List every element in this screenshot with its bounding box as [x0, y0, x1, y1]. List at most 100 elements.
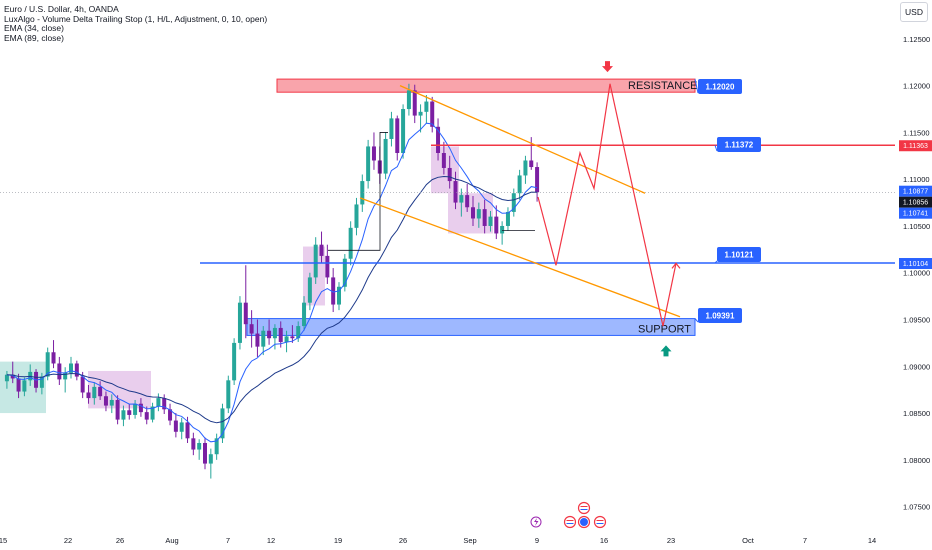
flag-stripe-icon — [596, 523, 604, 524]
candle-body — [366, 146, 371, 182]
candle-body — [529, 160, 534, 168]
candle-body — [92, 386, 97, 399]
candle-body — [523, 160, 528, 176]
channel-lower-line[interactable] — [359, 197, 681, 318]
candle-body — [168, 409, 173, 421]
flag-stripe-icon — [580, 506, 588, 507]
price-badge-text: 1.10877 — [903, 189, 928, 196]
trailing-stop-line — [328, 132, 388, 251]
x-tick-label: 7 — [803, 536, 807, 545]
candle-body — [348, 227, 353, 259]
candle-body — [494, 216, 499, 234]
candle-body — [284, 336, 289, 342]
candle-body — [74, 363, 79, 377]
candle-body — [197, 443, 202, 450]
candle-body — [488, 216, 493, 226]
y-tick-label: 1.10500 — [903, 222, 930, 231]
us-flag-event-icon[interactable] — [563, 515, 577, 529]
flag-stripe-icon — [596, 520, 604, 521]
y-tick-label: 1.12000 — [903, 82, 930, 91]
candle-body — [63, 372, 68, 380]
x-tick-label: Oct — [742, 536, 755, 545]
candle-body — [395, 118, 400, 153]
support-arrow-icon — [660, 345, 672, 357]
support-label: SUPPORT — [638, 323, 691, 335]
projection-path[interactable] — [537, 83, 677, 327]
candle-body — [424, 101, 429, 112]
lightning-icon-glyph — [534, 518, 539, 526]
us-flag-event-icon[interactable] — [577, 501, 591, 515]
candle-body — [173, 420, 178, 432]
blue-line-callout[interactable] — [717, 247, 761, 262]
candle-body — [331, 277, 336, 305]
legend-title: Euro / U.S. Dollar, 4h, OANDA — [4, 4, 119, 14]
candle-body — [10, 374, 15, 379]
x-tick-label: 22 — [64, 536, 72, 545]
candle-body — [430, 101, 435, 127]
candle-body — [517, 175, 522, 194]
candle-body — [220, 408, 225, 439]
candle-body — [51, 352, 56, 364]
candle-body — [412, 90, 417, 116]
resistance-arrow-icon — [602, 61, 613, 73]
candle-body — [290, 336, 295, 339]
flag-stripe-icon — [566, 523, 574, 524]
candle-body — [296, 326, 301, 339]
red-line-callout[interactable] — [717, 137, 761, 152]
candle-body — [465, 195, 470, 208]
support-zone[interactable] — [246, 318, 696, 336]
candle-body — [325, 255, 330, 278]
candle-body — [261, 330, 266, 347]
candle-body — [307, 277, 312, 303]
candle-body — [401, 109, 406, 153]
candle-body — [302, 302, 307, 327]
y-tick-label: 1.10000 — [903, 269, 930, 278]
y-tick-label: 1.11500 — [903, 128, 930, 137]
candle-body — [4, 374, 9, 382]
support-callout[interactable] — [698, 308, 742, 323]
candle-body — [16, 378, 21, 392]
candle-body — [337, 286, 341, 305]
candle-body — [121, 410, 126, 420]
resistance-zone[interactable] — [276, 78, 696, 93]
candle-body — [115, 399, 120, 420]
candle-body — [22, 380, 27, 392]
legend-indicator-luxalgo[interactable]: LuxAlgo - Volume Delta Trailing Stop (1,… — [4, 13, 268, 24]
candle-body — [191, 438, 196, 450]
candle-body — [354, 204, 359, 228]
resistance-callout[interactable] — [698, 79, 742, 94]
us-flag-event-icon[interactable] — [593, 515, 607, 529]
candle-body — [185, 422, 190, 439]
candle-body — [482, 209, 487, 226]
candle-body — [249, 324, 254, 334]
price-badge — [899, 207, 932, 219]
x-tick-label: 26 — [116, 536, 124, 545]
channel-upper-line[interactable] — [399, 85, 646, 194]
price-badge — [899, 258, 932, 270]
x-tick-label: 7 — [226, 536, 230, 545]
resistance-callout-pointer — [694, 78, 699, 94]
currency-button[interactable]: USD — [900, 2, 928, 22]
candle-body — [383, 138, 388, 174]
candle-body — [138, 403, 143, 413]
candle-body — [179, 422, 184, 432]
candle-body — [127, 410, 132, 415]
candle-body — [436, 126, 441, 153]
candle-body — [237, 302, 242, 343]
y-tick-label: 1.12500 — [903, 35, 930, 44]
candle-body — [156, 398, 161, 407]
candle-body — [371, 146, 376, 161]
legend-indicator-ema89[interactable]: EMA (89, close) — [4, 32, 64, 43]
x-tick-label: Sep — [463, 536, 476, 545]
candle-body — [511, 193, 516, 212]
candle-body — [389, 118, 394, 139]
legend-indicator-ema34[interactable]: EMA (34, close) — [4, 23, 64, 33]
candle-body — [214, 438, 219, 455]
support-callout-text: 1.09391 — [706, 312, 735, 321]
x-tick-label: 9 — [535, 536, 539, 545]
y-tick-label: 1.08500 — [903, 409, 930, 418]
candle-body — [360, 181, 365, 205]
candle-body — [203, 443, 207, 464]
